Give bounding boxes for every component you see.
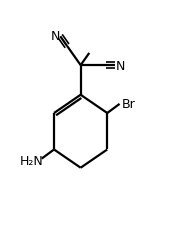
Text: H₂N: H₂N [19, 155, 43, 168]
Text: N: N [115, 59, 125, 72]
Text: Br: Br [121, 98, 135, 111]
Text: N: N [51, 30, 60, 42]
